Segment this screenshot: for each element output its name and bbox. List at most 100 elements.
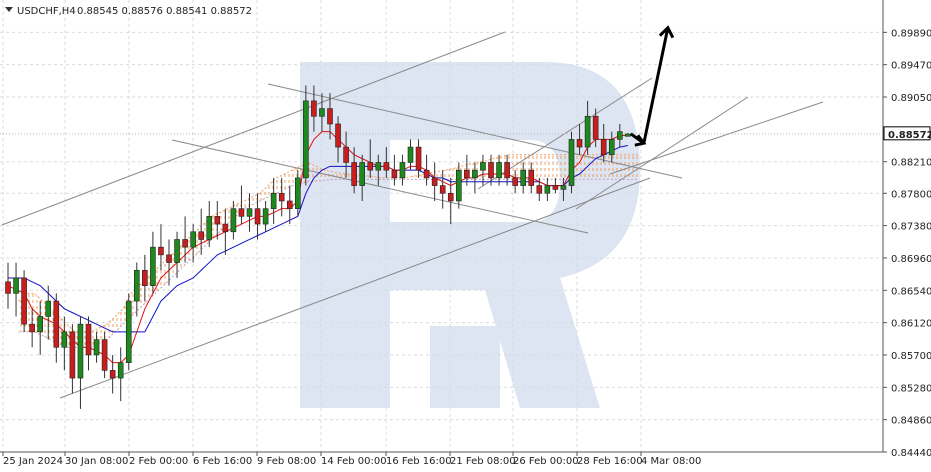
candle-body: [45, 300, 52, 317]
candle: [447, 177, 454, 225]
candle: [286, 185, 293, 225]
candle: [480, 154, 486, 186]
candle-body: [544, 185, 551, 194]
candle-body: [85, 323, 92, 356]
candle-body: [230, 208, 237, 233]
candle: [608, 131, 615, 163]
last-price-badge: 0.88572: [883, 126, 931, 141]
candle-body: [278, 192, 285, 202]
candle: [278, 177, 285, 217]
candle-body: [117, 362, 124, 379]
resistance-line-1: [267, 83, 683, 179]
candle-body: [616, 131, 623, 140]
candle: [190, 224, 196, 263]
candle-body: [439, 185, 446, 194]
candle-body: [166, 254, 172, 263]
candle-body: [335, 123, 341, 148]
candle: [600, 123, 607, 163]
ohlc-label: 0.88545 0.88576 0.88541 0.88572: [77, 6, 252, 17]
candle: [69, 324, 76, 394]
candle-body: [37, 316, 44, 333]
time-tick-label: 14 Feb 00:00: [321, 456, 387, 467]
candle: [53, 293, 60, 363]
candle-body: [600, 139, 607, 156]
candle-body: [158, 246, 164, 256]
candle-body: [367, 162, 374, 171]
candle-body: [536, 185, 543, 194]
candle: [101, 331, 108, 379]
candle-body: [576, 139, 583, 148]
candle: [21, 270, 27, 332]
candle: [262, 200, 269, 232]
candle: [85, 316, 92, 371]
time-tick-label: 26 Feb 00:00: [513, 456, 579, 467]
resistance-line-2: [171, 139, 589, 234]
candle-body: [359, 162, 366, 186]
candle-body: [488, 162, 494, 179]
candle: [423, 154, 430, 186]
candle: [439, 170, 446, 209]
candle: [552, 177, 559, 194]
candle: [142, 254, 148, 302]
last-price-label: 0.88572: [888, 130, 931, 141]
chart-header: USDCHF,H4 0.88545 0.88576 0.88541 0.8857…: [5, 6, 252, 17]
candle-body: [608, 139, 615, 156]
candle: [13, 262, 19, 317]
symbol-label: USDCHF,H4: [17, 6, 76, 17]
forecast-up-arrowhead: [658, 25, 675, 39]
candle: [504, 154, 510, 186]
candle: [512, 170, 518, 194]
candle: [134, 262, 140, 317]
candle: [125, 293, 132, 371]
price-tick-label: 0.88210: [891, 158, 931, 169]
candle-body: [93, 339, 100, 356]
candle: [174, 231, 180, 278]
candle-body: [592, 115, 599, 140]
candle: [158, 224, 164, 271]
channel-upper-line: [1, 31, 506, 226]
candle: [455, 162, 462, 209]
time-tick-label: 9 Feb 08:00: [257, 456, 316, 467]
candle-body: [568, 139, 575, 186]
cloud-area: [18, 154, 639, 348]
candle: [584, 100, 591, 155]
candle: [528, 162, 535, 194]
candle-body: [29, 323, 35, 333]
candle: [496, 154, 502, 186]
candle: [415, 139, 422, 178]
price-tick-label: 0.86120: [891, 319, 931, 330]
forecast-up-segment: [642, 27, 670, 144]
candle-body: [254, 208, 261, 225]
time-tick-label: 2 Feb 00:00: [129, 456, 188, 467]
candle: [198, 208, 204, 255]
price-tick-label: 0.85280: [891, 383, 931, 394]
candle-body: [480, 162, 486, 171]
candle: [270, 177, 277, 225]
candle-body: [496, 162, 502, 179]
candle-body: [625, 133, 631, 137]
candle: [536, 177, 543, 201]
price-tick-label: 0.85700: [891, 351, 931, 362]
header-triangle-icon: [5, 7, 13, 12]
candle-body: [150, 246, 156, 286]
watermark-logo: [300, 62, 640, 408]
candle: [45, 285, 52, 340]
candle-body: [520, 169, 527, 186]
candle-body: [13, 277, 19, 294]
candle: [472, 162, 478, 194]
candle-body: [182, 239, 188, 248]
candle: [327, 93, 333, 140]
candle: [343, 131, 349, 178]
candle: [568, 131, 575, 194]
candle-body: [198, 231, 204, 240]
candle-body: [5, 281, 11, 294]
cloud-span-a-line: [18, 154, 639, 333]
price-tick-label: 0.89470: [891, 61, 931, 72]
time-tick-label: 28 Feb 16:00: [577, 456, 643, 467]
candle-body: [101, 339, 108, 371]
candle-body: [246, 208, 253, 217]
candle: [351, 147, 357, 194]
price-tick-label: 0.87800: [891, 189, 931, 200]
candle-body: [431, 177, 438, 186]
